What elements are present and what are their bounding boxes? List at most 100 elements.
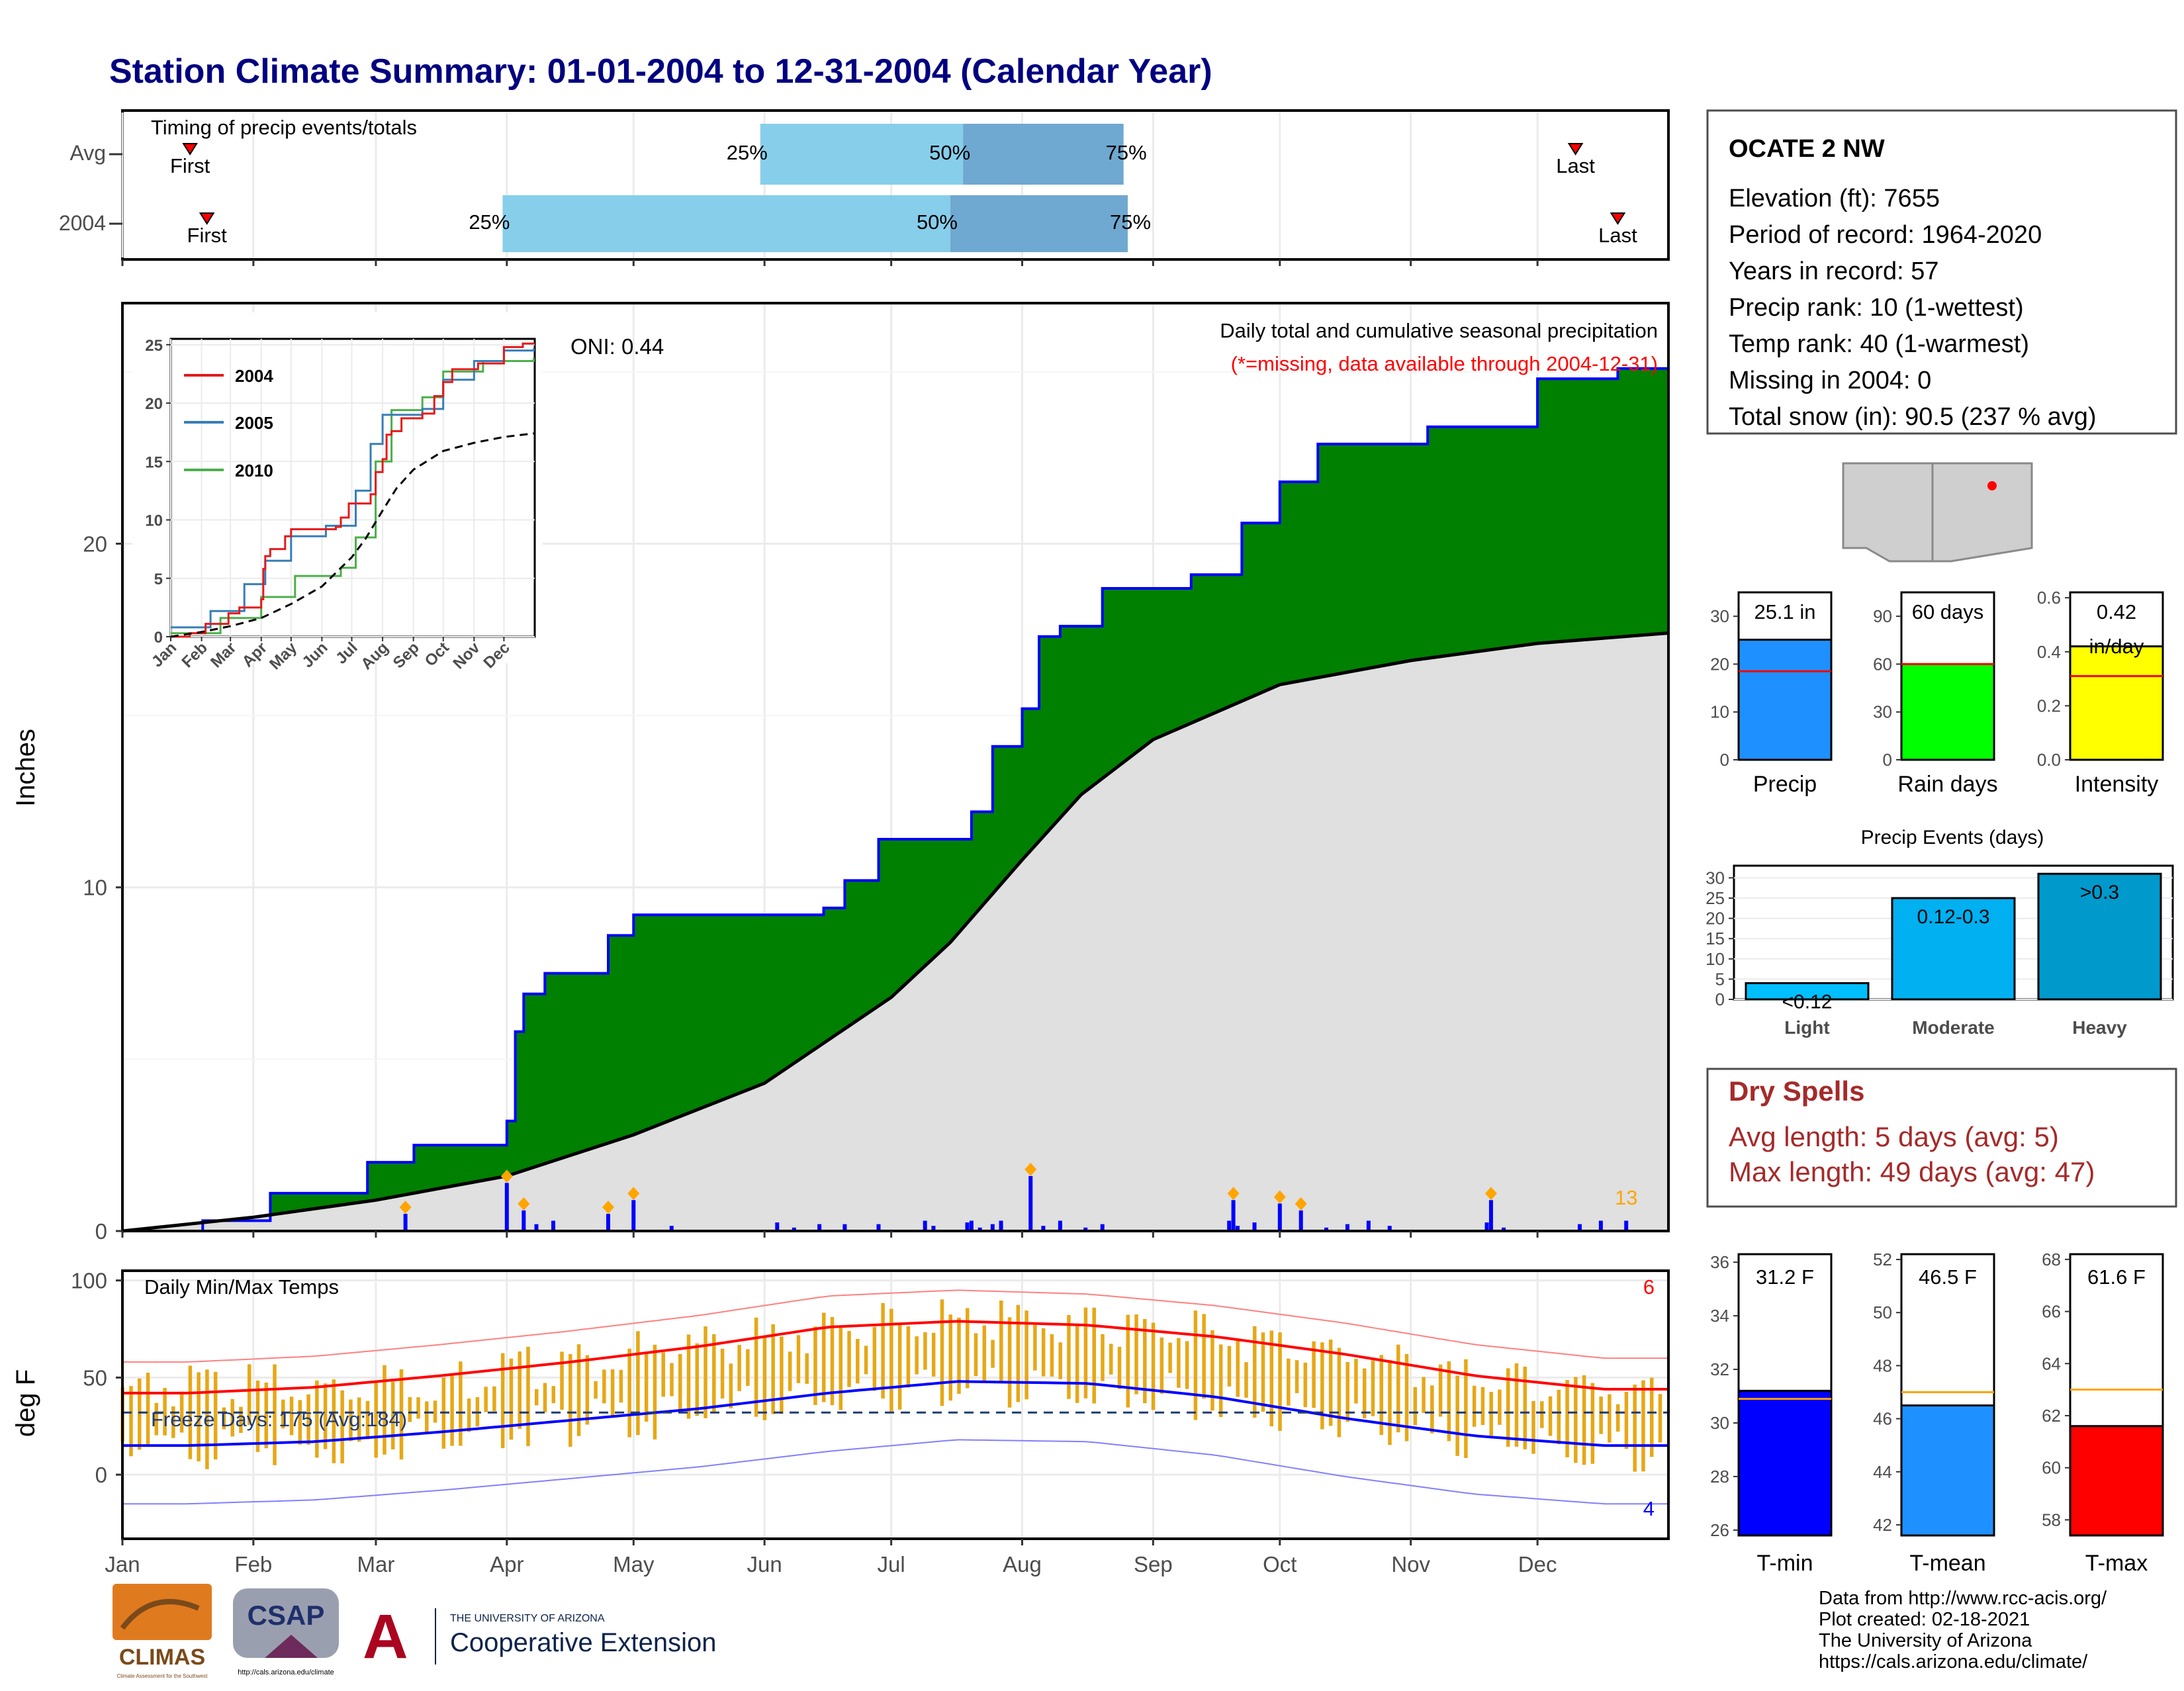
daily-precip-bar — [1324, 1227, 1329, 1231]
mini-bar-value — [2069, 645, 2164, 761]
main-y-tick-label: 0 — [95, 1219, 107, 1244]
daily-precip-bar — [1231, 1200, 1236, 1231]
daily-temp-bar — [881, 1303, 885, 1399]
daily-temp-bar — [1007, 1317, 1012, 1408]
heavy-event-marker — [1484, 1187, 1497, 1201]
daily-temp-bar — [569, 1353, 572, 1447]
mini-bar-chart-1: 0 30 60 90 60 days Rain days — [1873, 591, 1998, 797]
average-min-line — [122, 1380, 1668, 1447]
daily-temp-bar — [856, 1339, 860, 1384]
daily-temp-bar — [1447, 1361, 1451, 1441]
daily-temp-bar — [332, 1379, 336, 1463]
daily-precip-bar — [842, 1224, 847, 1231]
temp-bar-y-tick-label: 26 — [1710, 1520, 1729, 1540]
daily-temp-bar — [289, 1396, 294, 1436]
timing-x-ticks — [109, 153, 1539, 266]
daily-temp-bar — [636, 1331, 640, 1436]
daily-temp-bar — [1480, 1387, 1485, 1426]
daily-precip-bar — [817, 1224, 822, 1231]
daily-temp-bar — [1472, 1385, 1477, 1427]
temp-bar-value-label: 61.6 F — [2087, 1265, 2146, 1289]
daily-temp-bar — [1303, 1362, 1308, 1408]
temp-bar-y-tick-label: 52 — [1873, 1250, 1892, 1269]
daily-temp-bar — [780, 1336, 784, 1414]
daily-temp-bar — [1075, 1324, 1079, 1403]
daily-temp-bar — [1261, 1332, 1265, 1412]
temp-bar-y-tick-label: 30 — [1710, 1413, 1729, 1433]
daily-temp-bar — [492, 1386, 496, 1412]
events-y-tick-label: 30 — [1706, 868, 1725, 888]
daily-temp-bar — [349, 1399, 353, 1441]
daily-temp-bar — [1253, 1326, 1257, 1418]
daily-temp-bar — [365, 1400, 370, 1440]
month-tick-label: Jan — [105, 1552, 140, 1577]
last-event-marker — [1610, 212, 1626, 225]
daily-temp-bar — [619, 1369, 623, 1403]
daily-precip-bar — [631, 1200, 636, 1231]
daily-temp-bar — [518, 1351, 522, 1429]
daily-temp-bar — [1379, 1355, 1383, 1436]
daily-temp-bar — [1615, 1404, 1620, 1432]
daily-precip-bar — [1252, 1222, 1257, 1231]
daily-temp-bar — [695, 1343, 700, 1416]
daily-temp-bar — [999, 1301, 1003, 1382]
daily-temp-bar — [205, 1369, 209, 1469]
mini-bar-value-label: 60 days — [1912, 600, 1984, 623]
daily-temp-bar — [813, 1326, 817, 1405]
temp-panel-frame — [121, 1269, 1670, 1540]
daily-temp-bar — [839, 1328, 843, 1410]
temp-y-axis: 0 50 100 — [71, 1269, 122, 1487]
events-bar-label: 0.12-0.3 — [1917, 906, 1989, 928]
temperature-summary-bars: 26 28 30 32 34 36 31.2 F T-min 42 44 46 48 50 52 46.5 … — [1710, 1250, 2164, 1576]
csap-logo: CSAP http://cals.arizona.edu/climate — [233, 1588, 339, 1676]
daily-precip-bar — [1058, 1222, 1062, 1231]
daily-temp-bar — [1438, 1364, 1443, 1417]
daily-temp-bar — [467, 1398, 471, 1432]
daily-temp-bar — [1498, 1389, 1502, 1425]
temp-bar-y-tick-label: 42 — [1873, 1515, 1892, 1535]
dry-spells-max: Max length: 49 days (avg: 47) — [1729, 1156, 2095, 1187]
daily-temp-bar — [1599, 1396, 1603, 1434]
daily-temp-bar — [315, 1380, 319, 1458]
mini-bar-label: Intensity — [2075, 772, 2159, 797]
mini-bar-y-tick-label: 0 — [1883, 750, 1892, 770]
daily-precip-bar — [1387, 1226, 1392, 1231]
timing-bar-25-50 — [502, 195, 950, 252]
mini-bar-y-tick-label: 60 — [1873, 654, 1892, 674]
station-location-marker — [1987, 481, 1997, 490]
temp-bar-y-tick-label: 62 — [2042, 1406, 2061, 1426]
daily-temp-bar — [1210, 1330, 1214, 1411]
daily-temp-bar — [1396, 1344, 1400, 1433]
daily-temp-bar — [509, 1358, 514, 1440]
daily-temp-bar — [1506, 1368, 1510, 1447]
daily-temp-bar — [948, 1314, 952, 1401]
temp-bar-chart-1: 42 44 46 48 50 52 46.5 F T-mean — [1873, 1250, 1995, 1576]
mini-bar-value-label: 25.1 in — [1754, 600, 1815, 623]
daily-precip-bar — [1083, 1227, 1088, 1231]
first-event-label: First — [170, 154, 210, 177]
inset-y-tick-label: 20 — [145, 395, 163, 413]
timing-label-25: 25% — [727, 141, 768, 164]
daily-temp-bar — [1608, 1394, 1612, 1443]
inset-average-line — [170, 432, 534, 638]
daily-temp-bar — [298, 1400, 302, 1445]
daily-temp-bar — [678, 1353, 682, 1410]
station-line-snow: Total snow (in): 90.5 (237 % avg) — [1729, 403, 2097, 431]
daily-precip-bar — [1484, 1222, 1489, 1231]
temp-bar-label: T-min — [1757, 1551, 1813, 1576]
last-event-label: Last — [1598, 224, 1637, 247]
daily-temp-bar — [746, 1349, 750, 1386]
daily-temp-bar — [1464, 1359, 1468, 1458]
mini-bar-y-tick-label: 30 — [1710, 606, 1729, 626]
daily-temp-bar — [129, 1386, 133, 1457]
temp-bar-y-tick-label: 36 — [1710, 1252, 1729, 1272]
daily-precip-bar — [669, 1226, 674, 1231]
daily-temp-bar — [982, 1325, 987, 1381]
daily-temp-bar — [991, 1340, 995, 1368]
dry-spells-title: Dry Spells — [1729, 1075, 1864, 1107]
daily-temp-bar — [1430, 1385, 1434, 1434]
daily-temp-bar — [306, 1394, 310, 1445]
daily-temp-bar — [1083, 1307, 1088, 1398]
daily-temp-bar — [940, 1299, 944, 1406]
